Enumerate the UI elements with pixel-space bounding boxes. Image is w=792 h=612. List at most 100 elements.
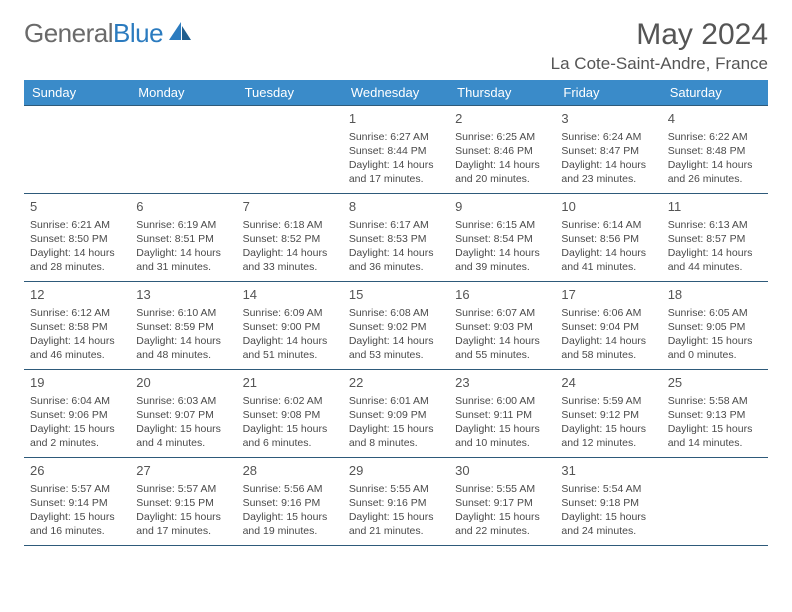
daylight-text: Daylight: 15 hours and 6 minutes. — [243, 422, 337, 450]
sunset-text: Sunset: 9:17 PM — [455, 496, 549, 510]
sunrise-text: Sunrise: 6:08 AM — [349, 306, 443, 320]
sunrise-text: Sunrise: 6:13 AM — [668, 218, 762, 232]
col-monday: Monday — [130, 80, 236, 106]
sunrise-text: Sunrise: 6:04 AM — [30, 394, 124, 408]
day-cell: 30Sunrise: 5:55 AMSunset: 9:17 PMDayligh… — [449, 458, 555, 546]
col-sunday: Sunday — [24, 80, 130, 106]
day-cell: 4Sunrise: 6:22 AMSunset: 8:48 PMDaylight… — [662, 106, 768, 194]
sunset-text: Sunset: 9:11 PM — [455, 408, 549, 422]
day-number: 7 — [243, 198, 337, 216]
sunrise-text: Sunrise: 6:01 AM — [349, 394, 443, 408]
sunset-text: Sunset: 9:00 PM — [243, 320, 337, 334]
day-cell: 7Sunrise: 6:18 AMSunset: 8:52 PMDaylight… — [237, 194, 343, 282]
sunset-text: Sunset: 9:08 PM — [243, 408, 337, 422]
day-cell: 6Sunrise: 6:19 AMSunset: 8:51 PMDaylight… — [130, 194, 236, 282]
day-number: 17 — [561, 286, 655, 304]
daylight-text: Daylight: 14 hours and 26 minutes. — [668, 158, 762, 186]
sunset-text: Sunset: 8:52 PM — [243, 232, 337, 246]
title-block: May 2024 La Cote-Saint-Andre, France — [551, 18, 768, 74]
col-saturday: Saturday — [662, 80, 768, 106]
sunset-text: Sunset: 8:51 PM — [136, 232, 230, 246]
calendar-week-row: 12Sunrise: 6:12 AMSunset: 8:58 PMDayligh… — [24, 282, 768, 370]
daylight-text: Daylight: 14 hours and 41 minutes. — [561, 246, 655, 274]
sunset-text: Sunset: 9:04 PM — [561, 320, 655, 334]
day-number: 24 — [561, 374, 655, 392]
day-number: 12 — [30, 286, 124, 304]
col-thursday: Thursday — [449, 80, 555, 106]
day-cell: 17 Sunrise: 6:06 AMSunset: 9:04 PMDayligh… — [555, 282, 661, 370]
day-number: 2 — [455, 110, 549, 128]
day-number: 31 — [561, 462, 655, 480]
day-number: 26 — [30, 462, 124, 480]
daylight-text: Daylight: 14 hours and 58 minutes. — [561, 334, 655, 362]
sunrise-text: Sunrise: 5:57 AM — [30, 482, 124, 496]
daylight-text: Daylight: 14 hours and 20 minutes. — [455, 158, 549, 186]
day-cell: 22Sunrise: 6:01 AMSunset: 9:09 PMDayligh… — [343, 370, 449, 458]
daylight-text: Daylight: 15 hours and 21 minutes. — [349, 510, 443, 538]
day-number: 3 — [561, 110, 655, 128]
day-cell: 8Sunrise: 6:17 AMSunset: 8:53 PMDaylight… — [343, 194, 449, 282]
sunset-text: Sunset: 9:03 PM — [455, 320, 549, 334]
col-wednesday: Wednesday — [343, 80, 449, 106]
day-cell: 11Sunrise: 6:13 AMSunset: 8:57 PMDayligh… — [662, 194, 768, 282]
sunrise-text: Sunrise: 6:10 AM — [136, 306, 230, 320]
sunrise-text: Sunrise: 6:00 AM — [455, 394, 549, 408]
daylight-text: Daylight: 15 hours and 2 minutes. — [30, 422, 124, 450]
daylight-text: Daylight: 15 hours and 19 minutes. — [243, 510, 337, 538]
sunset-text: Sunset: 8:58 PM — [30, 320, 124, 334]
daylight-text: Daylight: 14 hours and 44 minutes. — [668, 246, 762, 274]
day-number: 1 — [349, 110, 443, 128]
day-number: 25 — [668, 374, 762, 392]
day-cell: 31Sunrise: 5:54 AMSunset: 9:18 PMDayligh… — [555, 458, 661, 546]
sunset-text: Sunset: 9:16 PM — [243, 496, 337, 510]
calendar-page: GeneralBlue May 2024 La Cote-Saint-Andre… — [0, 0, 792, 564]
day-number: 11 — [668, 198, 762, 216]
day-number: 9 — [455, 198, 549, 216]
sunset-text: Sunset: 9:15 PM — [136, 496, 230, 510]
day-number: 20 — [136, 374, 230, 392]
day-number: 15 — [349, 286, 443, 304]
daylight-text: Daylight: 14 hours and 51 minutes. — [243, 334, 337, 362]
sunrise-text: Sunrise: 6:15 AM — [455, 218, 549, 232]
day-cell: 9 Sunrise: 6:15 AMSunset: 8:54 PMDaylight… — [449, 194, 555, 282]
day-cell: 12Sunrise: 6:12 AMSunset: 8:58 PMDayligh… — [24, 282, 130, 370]
sunrise-text: Sunrise: 6:14 AM — [561, 218, 655, 232]
sunrise-text: Sunrise: 5:59 AM — [561, 394, 655, 408]
daylight-text: Daylight: 14 hours and 17 minutes. — [349, 158, 443, 186]
empty-cell — [24, 106, 130, 194]
logo-text-2: Blue — [113, 18, 163, 49]
sunset-text: Sunset: 9:14 PM — [30, 496, 124, 510]
daylight-text: Daylight: 14 hours and 28 minutes. — [30, 246, 124, 274]
day-number: 8 — [349, 198, 443, 216]
daylight-text: Daylight: 14 hours and 31 minutes. — [136, 246, 230, 274]
day-number: 28 — [243, 462, 337, 480]
day-cell: 16Sunrise: 6:07 AMSunset: 9:03 PMDayligh… — [449, 282, 555, 370]
sunrise-text: Sunrise: 6:27 AM — [349, 130, 443, 144]
daylight-text: Daylight: 15 hours and 12 minutes. — [561, 422, 655, 450]
day-cell: 27Sunrise: 5:57 AMSunset: 9:15 PMDayligh… — [130, 458, 236, 546]
daylight-text: Daylight: 14 hours and 39 minutes. — [455, 246, 549, 274]
sunrise-text: Sunrise: 6:09 AM — [243, 306, 337, 320]
daylight-text: Daylight: 14 hours and 46 minutes. — [30, 334, 124, 362]
daylight-text: Daylight: 15 hours and 10 minutes. — [455, 422, 549, 450]
day-number: 21 — [243, 374, 337, 392]
day-cell: 21Sunrise: 6:02 AMSunset: 9:08 PMDayligh… — [237, 370, 343, 458]
month-title: May 2024 — [551, 18, 768, 52]
sunset-text: Sunset: 8:54 PM — [455, 232, 549, 246]
day-cell: 19Sunrise: 6:04 AMSunset: 9:06 PMDayligh… — [24, 370, 130, 458]
sunrise-text: Sunrise: 6:07 AM — [455, 306, 549, 320]
sunset-text: Sunset: 8:46 PM — [455, 144, 549, 158]
sunrise-text: Sunrise: 6:25 AM — [455, 130, 549, 144]
calendar-week-row: 5Sunrise: 6:21 AMSunset: 8:50 PMDaylight… — [24, 194, 768, 282]
daylight-text: Daylight: 14 hours and 55 minutes. — [455, 334, 549, 362]
calendar-body: 1Sunrise: 6:27 AMSunset: 8:44 PMDaylight… — [24, 106, 768, 546]
daylight-text: Daylight: 14 hours and 23 minutes. — [561, 158, 655, 186]
sunset-text: Sunset: 8:59 PM — [136, 320, 230, 334]
sunrise-text: Sunrise: 6:06 AM — [561, 306, 655, 320]
daylight-text: Daylight: 15 hours and 22 minutes. — [455, 510, 549, 538]
daylight-text: Daylight: 14 hours and 33 minutes. — [243, 246, 337, 274]
sunset-text: Sunset: 8:48 PM — [668, 144, 762, 158]
day-cell: 10Sunrise: 6:14 AMSunset: 8:56 PMDayligh… — [555, 194, 661, 282]
day-cell: 28Sunrise: 5:56 AMSunset: 9:16 PMDayligh… — [237, 458, 343, 546]
day-number: 23 — [455, 374, 549, 392]
